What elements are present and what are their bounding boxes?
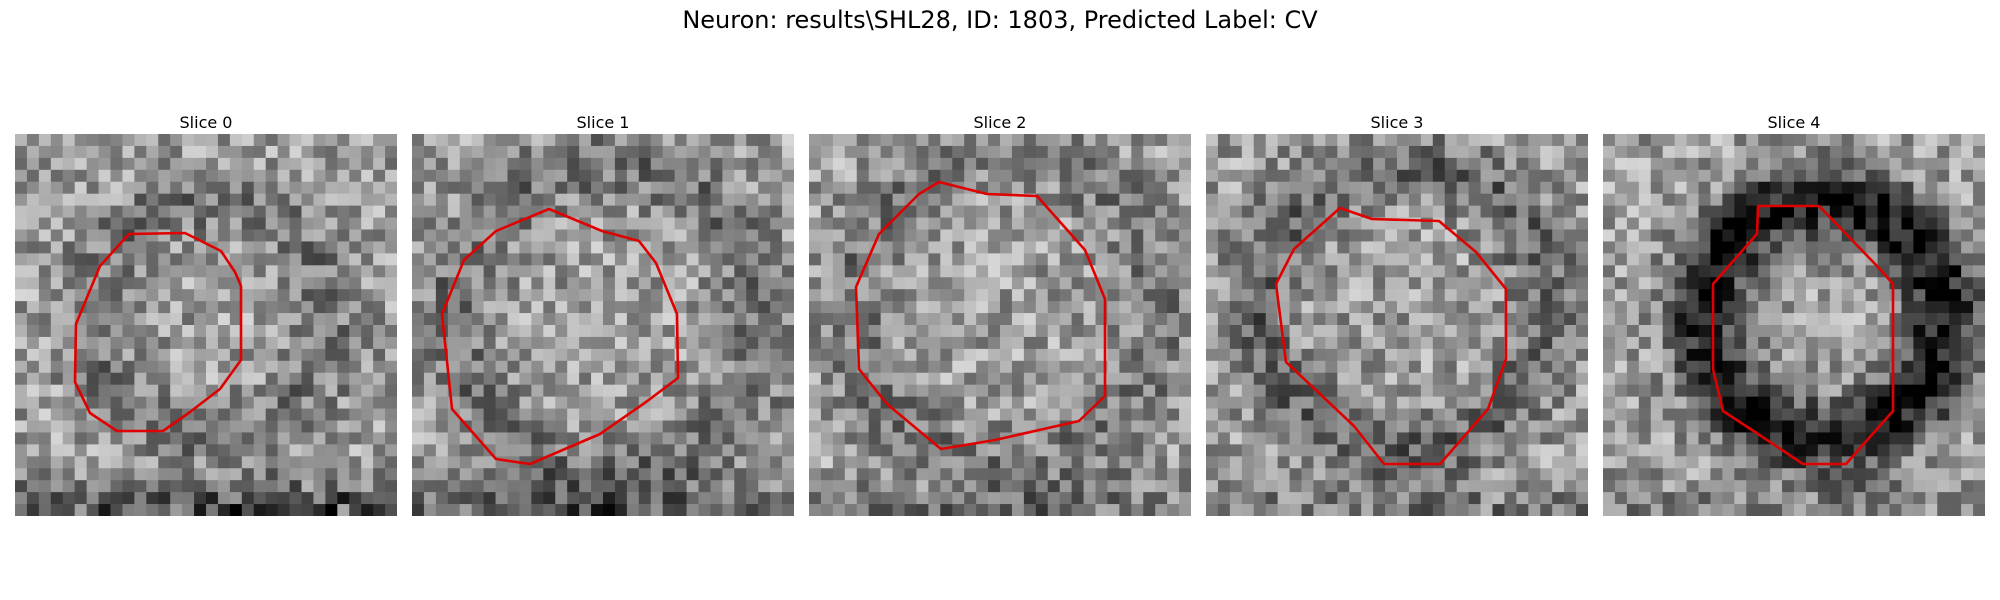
cell-contour [854,180,1107,451]
cell-contour [1274,206,1508,466]
slice-title: Slice 1 [576,113,630,132]
slice-panel-0: Slice 0 [15,112,397,516]
slice-title: Slice 4 [1767,113,1821,132]
slice-panel-3: Slice 3 [1206,112,1588,516]
slice-panel-2: Slice 2 [809,112,1191,516]
cell-contour [1711,204,1895,466]
slice-image [15,134,397,516]
cell-contour [73,231,243,433]
slice-image [1206,134,1588,516]
slice-title: Slice 3 [1370,113,1424,132]
slice-title: Slice 0 [179,113,233,132]
slice-panel-4: Slice 4 [1603,112,1985,516]
slice-image [1603,134,1985,516]
slice-image [809,134,1191,516]
slice-image [412,134,794,516]
figure-title: Neuron: results\SHL28, ID: 1803, Predict… [682,6,1318,34]
slice-panel-1: Slice 1 [412,112,794,516]
slice-title: Slice 2 [973,113,1027,132]
cell-contour [440,207,680,466]
